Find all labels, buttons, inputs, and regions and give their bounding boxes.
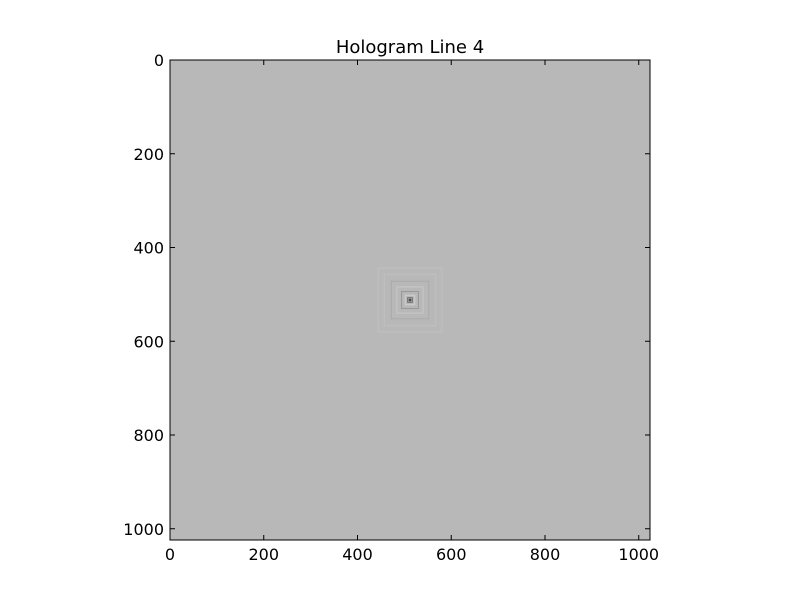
fringe-ring-7 <box>407 297 413 303</box>
x-tick-label: 0 <box>165 545 175 564</box>
plot-frame <box>169 59 651 541</box>
pattern-center <box>408 298 412 302</box>
fringe-ring-4 <box>396 286 424 314</box>
y-tick-label: 0 <box>154 51 164 70</box>
fringe-ring-5 <box>401 291 419 309</box>
x-tick-label: 400 <box>342 545 373 564</box>
y-tick-label: 400 <box>133 239 164 258</box>
fringe-ring-3 <box>390 280 430 320</box>
x-tick-label: 800 <box>530 545 561 564</box>
hologram-pattern <box>377 267 443 333</box>
y-tick-label: 600 <box>133 332 164 351</box>
x-tick-label: 600 <box>436 545 467 564</box>
fringe-ring-6 <box>404 294 416 306</box>
y-tick-label: 800 <box>133 426 164 445</box>
chart-title: Hologram Line 4 <box>336 37 484 58</box>
x-tick-label: 200 <box>248 545 279 564</box>
y-tick-label: 1000 <box>123 520 164 539</box>
fringe-ring-2 <box>383 273 437 327</box>
y-tick-label: 200 <box>133 145 164 164</box>
fringe-ring-1 <box>377 267 443 333</box>
y-axis: 0 200 400 600 800 1000 <box>123 51 650 539</box>
x-axis: 0 200 400 600 800 1000 <box>165 60 659 564</box>
x-tick-label: 1000 <box>618 545 659 564</box>
